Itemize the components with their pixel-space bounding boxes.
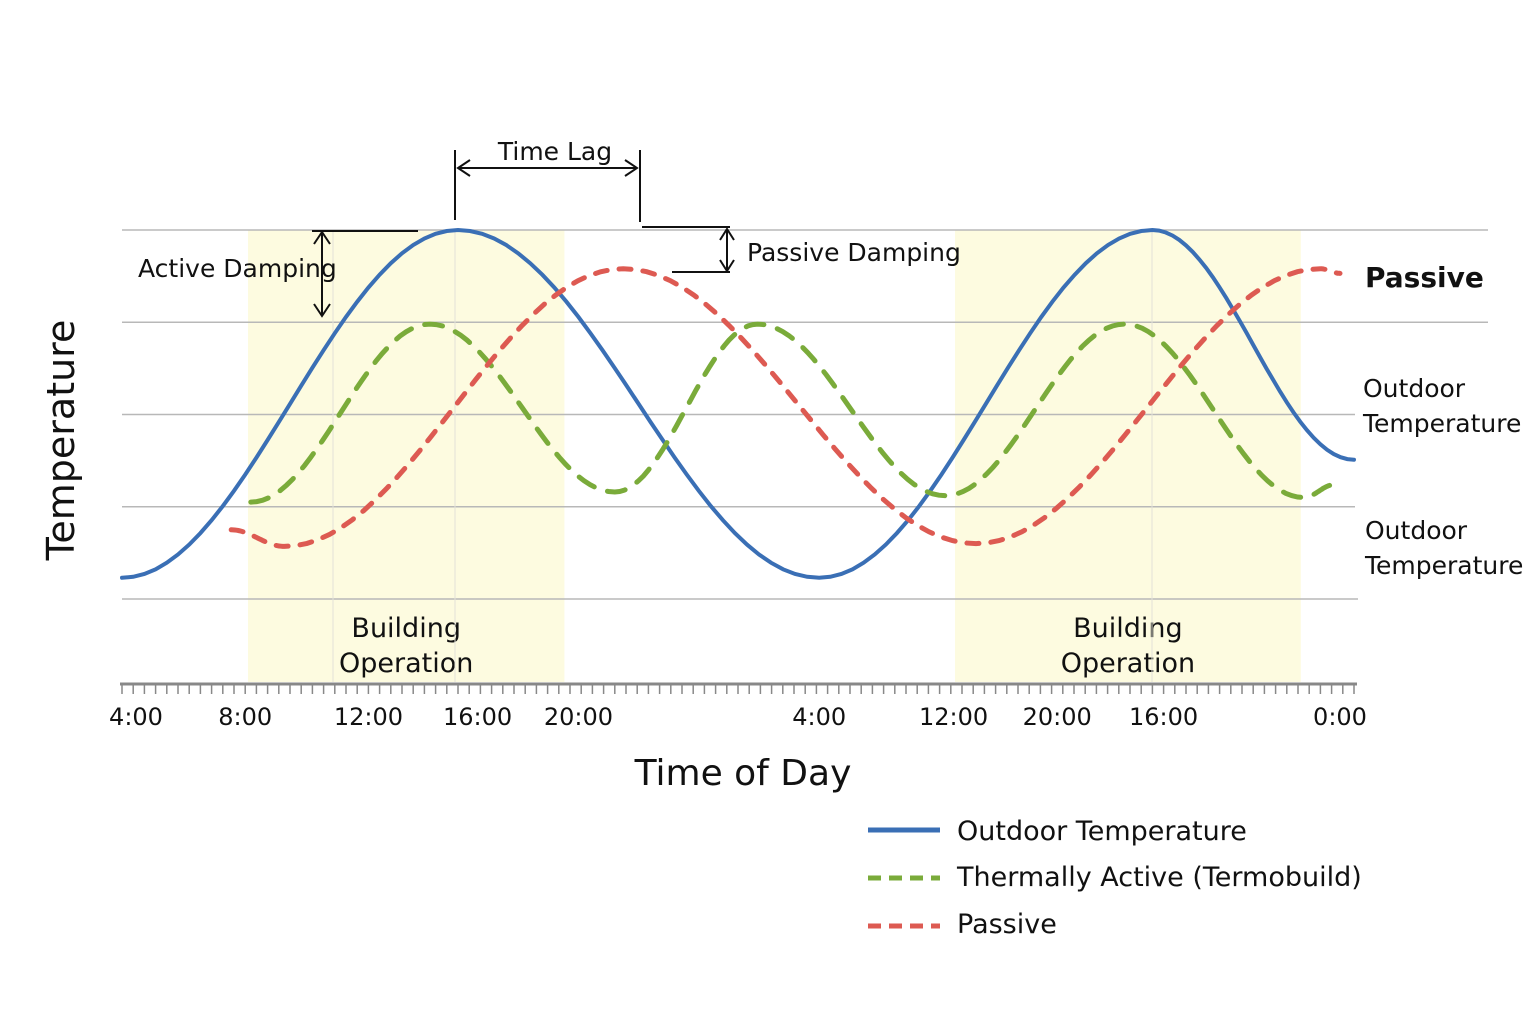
legend-label-passive: Passive [957, 909, 1057, 940]
building-operation-label: Operation [339, 648, 473, 679]
right-label-outdoor-2b: Temperature [1364, 551, 1523, 580]
passive-damping-label: Passive Damping [747, 238, 961, 267]
time-lag-annotation [454, 150, 641, 222]
building-operation-label: Operation [1061, 648, 1195, 679]
right-label-outdoor-1a: Outdoor [1363, 374, 1466, 403]
x-tick-label: 4:00 [792, 703, 846, 731]
x-tick-label: 0:00 [1313, 703, 1367, 731]
series-line-outdoor-temperature [120, 227, 1356, 580]
shaded-regions: Building Operation Building Operation [248, 230, 1301, 682]
x-tick-label: 8:00 [218, 703, 272, 731]
active-damping-arrow [312, 230, 418, 318]
x-tick-label: 20:00 [1023, 703, 1092, 731]
active-damping-label: Active Damping [138, 254, 337, 283]
building-operation-region [248, 230, 565, 682]
series-line-thermally-active-termobuild [248, 321, 1337, 505]
building-operation-label: Building [351, 613, 461, 644]
x-tick-label: 16:00 [1129, 703, 1198, 731]
series-line-passive [228, 266, 1343, 549]
legend: Outdoor Temperature Thermally Active (Te… [868, 816, 1362, 940]
series-lines [120, 227, 1356, 580]
right-label-outdoor-1b: Temperature [1362, 409, 1521, 438]
x-axis-title: Time of Day [634, 753, 852, 794]
passive-damping-arrow [642, 226, 735, 273]
x-tick-label: 12:00 [919, 703, 988, 731]
x-tick-label: 12:00 [334, 703, 403, 731]
x-tick-label: 20:00 [544, 703, 613, 731]
y-axis-title: Temperature [39, 320, 83, 562]
time-lag-label: Time Lag [497, 137, 612, 166]
right-label-passive: Passive [1365, 261, 1484, 294]
x-tick-label: 16:00 [443, 703, 512, 731]
legend-label-active: Thermally Active (Termobuild) [956, 862, 1362, 893]
x-axis: 4:00 8:00 12:00 16:00 20:00 4:00 12:00 20:00 16:… [109, 682, 1367, 731]
right-label-outdoor-2a: Outdoor [1365, 516, 1468, 545]
building-operation-label: Building [1073, 613, 1183, 644]
x-tick-label: 4:00 [109, 703, 163, 731]
legend-label-outdoor: Outdoor Temperature [957, 816, 1247, 847]
